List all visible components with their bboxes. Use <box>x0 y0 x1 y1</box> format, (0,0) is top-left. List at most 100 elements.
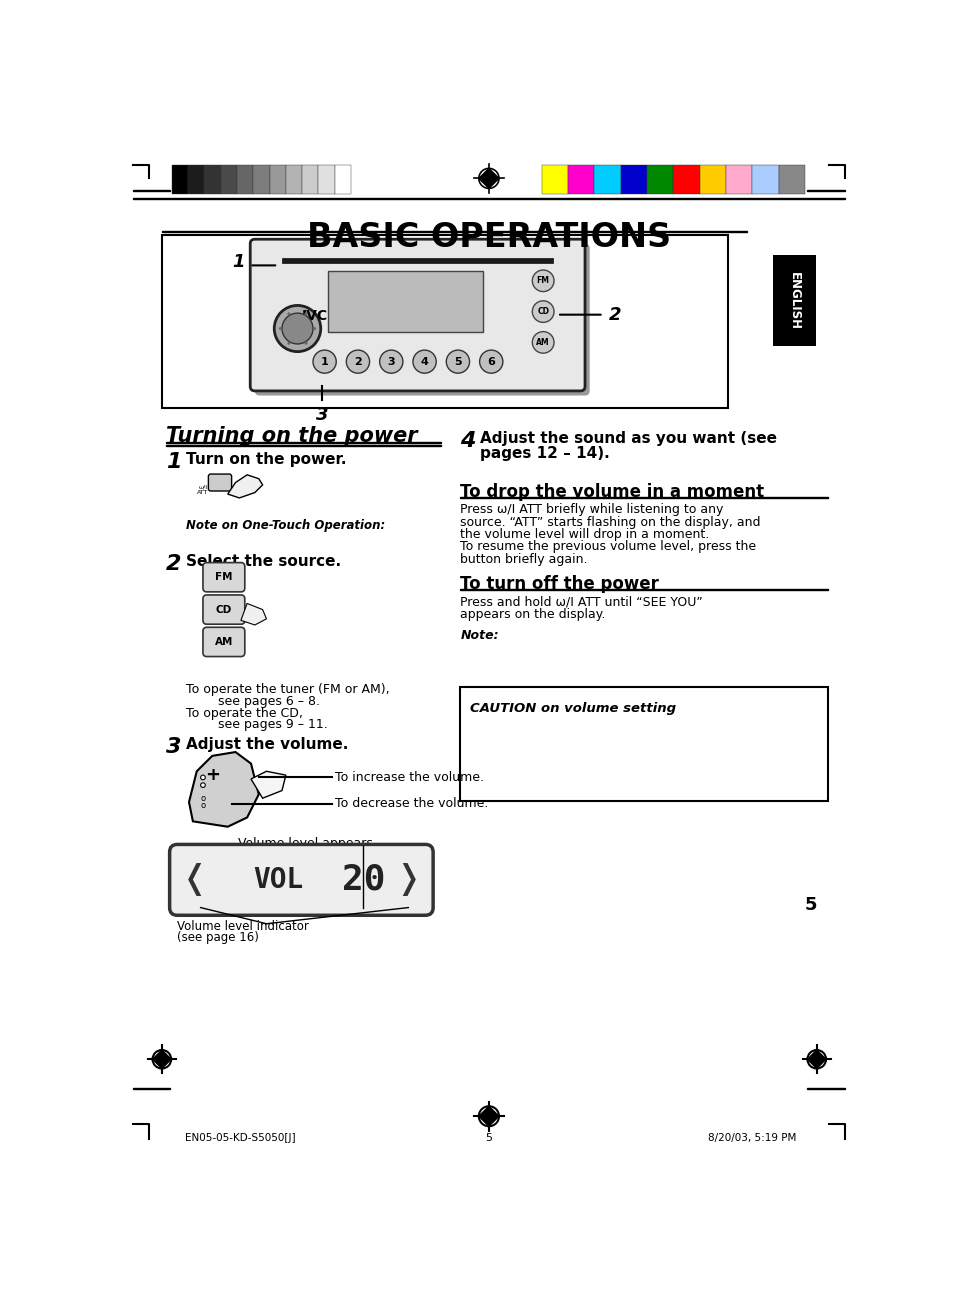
Circle shape <box>413 351 436 373</box>
Text: ω/I
ATT: ω/I ATT <box>197 484 209 494</box>
Text: 2: 2 <box>608 305 621 324</box>
Text: CD: CD <box>537 307 549 316</box>
Bar <box>594 166 620 194</box>
Circle shape <box>282 313 313 344</box>
Bar <box>220 166 236 194</box>
Text: AM: AM <box>214 637 233 647</box>
Circle shape <box>274 305 320 352</box>
Bar <box>166 441 440 444</box>
Bar <box>541 166 567 194</box>
Text: Note:: Note: <box>459 629 498 642</box>
Text: EN05-05-KD-S5050[J]: EN05-05-KD-S5050[J] <box>185 1134 295 1143</box>
Text: 5: 5 <box>485 1134 492 1143</box>
Circle shape <box>313 351 335 373</box>
Text: 4: 4 <box>459 431 476 450</box>
Text: BASIC OPERATIONS: BASIC OPERATIONS <box>307 221 670 254</box>
Text: 6: 6 <box>487 357 495 366</box>
Text: 3: 3 <box>387 357 395 366</box>
Text: To operate the CD,: To operate the CD, <box>186 707 302 719</box>
Polygon shape <box>189 752 258 827</box>
Text: To resume the previous volume level, press the: To resume the previous volume level, pre… <box>459 541 756 554</box>
Text: see pages 6 – 8.: see pages 6 – 8. <box>186 695 319 708</box>
Bar <box>282 258 553 263</box>
Text: Select the source.: Select the source. <box>186 554 340 569</box>
Polygon shape <box>228 475 262 498</box>
FancyBboxPatch shape <box>208 474 232 490</box>
Text: To decrease the volume.: To decrease the volume. <box>335 797 488 810</box>
Text: appears on the display.: appears on the display. <box>459 608 605 621</box>
Polygon shape <box>241 603 266 625</box>
Circle shape <box>379 351 402 373</box>
Text: source. “ATT” starts flashing on the display, and: source. “ATT” starts flashing on the dis… <box>459 515 760 529</box>
Circle shape <box>532 300 554 322</box>
Bar <box>620 166 646 194</box>
Text: 5: 5 <box>804 895 817 914</box>
Circle shape <box>479 351 502 373</box>
Bar <box>162 230 746 233</box>
Text: (see page 16): (see page 16) <box>177 930 259 943</box>
Bar <box>236 166 253 194</box>
FancyBboxPatch shape <box>254 243 589 396</box>
Text: 3: 3 <box>166 736 181 757</box>
Circle shape <box>287 312 291 316</box>
Bar <box>188 166 204 194</box>
Bar <box>772 255 815 347</box>
Text: To operate the tuner (FM or AM),: To operate the tuner (FM or AM), <box>186 683 389 696</box>
Bar <box>335 166 351 194</box>
Text: Press and hold ω/I ATT until “SEE YOU”: Press and hold ω/I ATT until “SEE YOU” <box>459 595 702 608</box>
Text: Adjust the sound as you want (see: Adjust the sound as you want (see <box>480 431 777 446</box>
Bar <box>646 166 673 194</box>
Text: 2: 2 <box>354 357 361 366</box>
Text: VOL: VOL <box>253 866 303 894</box>
Text: o: o <box>200 793 205 802</box>
Text: 20: 20 <box>341 863 385 897</box>
Text: Press ω/I ATT briefly while listening to any: Press ω/I ATT briefly while listening to… <box>459 503 723 516</box>
Text: Volume level appears: Volume level appears <box>237 837 373 850</box>
Polygon shape <box>478 168 498 189</box>
Text: Note on One-Touch Operation:: Note on One-Touch Operation: <box>186 519 385 532</box>
Bar <box>302 166 318 194</box>
Circle shape <box>313 327 315 330</box>
Bar <box>699 166 725 194</box>
Text: ❭: ❭ <box>394 863 422 897</box>
Bar <box>328 270 483 333</box>
Bar <box>567 166 594 194</box>
Text: Adjust the volume.: Adjust the volume. <box>186 736 348 752</box>
Text: the volume level will drop in a moment.: the volume level will drop in a moment. <box>459 528 709 541</box>
Text: JVC: JVC <box>301 309 327 324</box>
Polygon shape <box>152 1049 171 1069</box>
Text: 4: 4 <box>420 357 428 366</box>
Circle shape <box>346 351 369 373</box>
Text: Volume level indicator: Volume level indicator <box>177 920 309 933</box>
Bar <box>286 166 302 194</box>
FancyBboxPatch shape <box>203 628 245 656</box>
Bar <box>162 234 727 408</box>
Text: To drop the volume in a moment: To drop the volume in a moment <box>459 483 763 501</box>
Bar <box>253 166 270 194</box>
Bar <box>673 166 699 194</box>
Text: CAUTION on volume setting: CAUTION on volume setting <box>469 701 675 716</box>
Circle shape <box>200 783 205 788</box>
FancyBboxPatch shape <box>203 595 245 624</box>
Text: 8/20/03, 5:19 PM: 8/20/03, 5:19 PM <box>707 1134 796 1143</box>
FancyBboxPatch shape <box>170 845 433 915</box>
Circle shape <box>446 351 469 373</box>
Text: FM: FM <box>537 277 549 285</box>
Text: Turning on the power: Turning on the power <box>166 426 416 446</box>
Polygon shape <box>251 771 286 798</box>
Bar <box>778 166 804 194</box>
Text: 1: 1 <box>233 252 245 270</box>
Bar <box>752 166 778 194</box>
Text: To turn off the power: To turn off the power <box>459 575 659 593</box>
Bar <box>133 198 843 199</box>
FancyBboxPatch shape <box>250 239 584 391</box>
Circle shape <box>304 342 307 344</box>
Text: 3: 3 <box>315 405 328 423</box>
Text: 2: 2 <box>166 554 181 575</box>
Bar <box>459 687 827 801</box>
Text: o: o <box>200 801 205 810</box>
Text: pages 12 – 14).: pages 12 – 14). <box>480 446 610 462</box>
Polygon shape <box>806 1049 825 1069</box>
Circle shape <box>278 327 282 330</box>
Bar <box>725 166 752 194</box>
